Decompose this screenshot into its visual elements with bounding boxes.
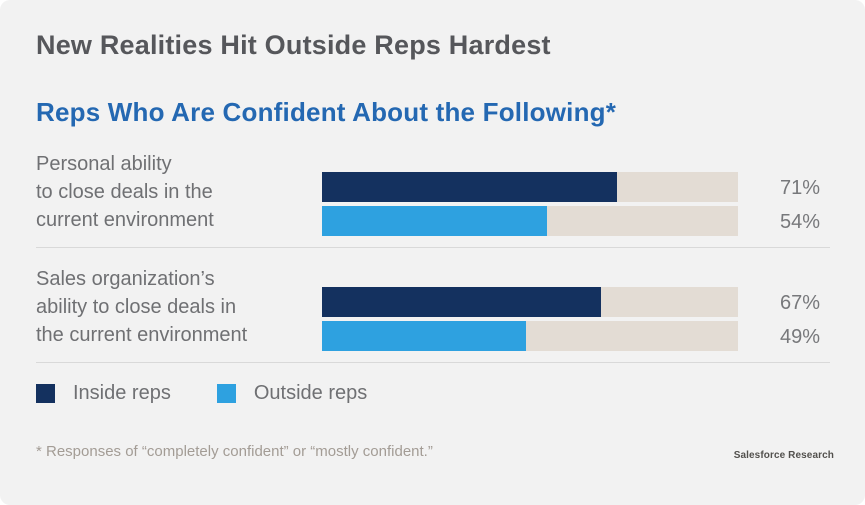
bar-track: [322, 206, 738, 236]
value-label: 67%: [779, 292, 820, 314]
divider: [36, 362, 830, 363]
chart-subtitle: Reps Who Are Confident About the Followi…: [36, 97, 617, 127]
category-label-line: Sales organization’s: [36, 268, 215, 290]
category-label-personal-ability: Personal ability to close deals in the c…: [36, 150, 316, 234]
category-label-line: the current environment: [36, 324, 248, 346]
outside-reps-swatch-icon: [216, 384, 236, 403]
category-label-line: Personal ability: [36, 153, 172, 175]
category-label-line: ability to close deals in: [36, 296, 237, 318]
category-label-line: current environment: [36, 209, 214, 231]
source-attribution: Salesforce Research: [733, 450, 834, 461]
value-label: 54%: [779, 211, 820, 233]
value-label: 49%: [779, 326, 820, 348]
category-label-sales-org-ability: Sales organization’s ability to close de…: [36, 265, 316, 349]
bar-inside-reps-sales-org: [322, 287, 601, 317]
bar-track: [322, 172, 738, 202]
legend-label: Inside reps: [73, 382, 171, 404]
bar-outside-reps-personal: [322, 206, 547, 236]
value-label: 71%: [779, 177, 820, 199]
inside-reps-swatch-icon: [36, 384, 55, 403]
chart-title: New Realities Hit Outside Reps Hardest: [36, 30, 551, 60]
bar-outside-reps-sales-org: [322, 321, 526, 351]
legend-item-inside-reps: Inside reps: [36, 382, 171, 405]
legend-label: Outside reps: [253, 382, 368, 404]
category-label-line: to close deals in the: [36, 181, 213, 203]
bar-track: [322, 287, 738, 317]
bar-track: [322, 321, 738, 351]
divider: [36, 247, 830, 248]
legend-item-outside-reps: Outside reps: [216, 382, 368, 405]
legend: Inside reps Outside reps: [36, 382, 367, 405]
footnote: * Responses of “completely confident” or…: [36, 443, 433, 460]
bar-inside-reps-personal: [322, 172, 618, 202]
